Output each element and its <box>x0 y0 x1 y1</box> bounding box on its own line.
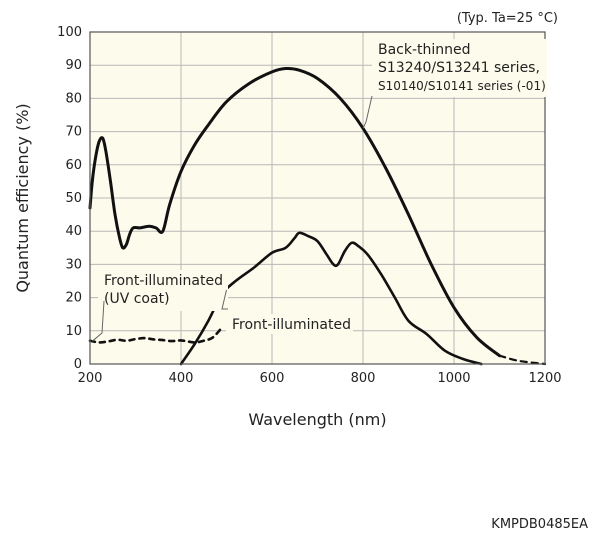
back-annotation-line: S13240/S13241 series, <box>378 60 540 76</box>
y-tick-label: 10 <box>65 324 82 339</box>
y-tick-label: 50 <box>65 191 82 206</box>
y-tick-label: 100 <box>57 25 82 40</box>
back-annotation-leader <box>362 95 373 129</box>
y-tick-label: 80 <box>65 91 82 106</box>
figure-code: KMPDB0485EA <box>491 517 588 532</box>
uv-annotation-line: (UV coat) <box>104 291 170 307</box>
back-curve-dashed <box>498 354 547 366</box>
front-annotation-line: Front-illuminated <box>232 317 351 333</box>
back-annotation-line: S10140/S10141 series (-01) <box>378 79 546 93</box>
y-tick-label: 20 <box>65 291 82 306</box>
plot-frame <box>89 31 546 365</box>
y-tick-label: 70 <box>65 125 82 140</box>
x-tick-label: 600 <box>260 371 285 386</box>
back-annotation-background <box>372 39 547 97</box>
y-tick-label: 0 <box>74 357 82 372</box>
x-tick-label: 1000 <box>437 371 470 386</box>
x-tick-label: 800 <box>351 371 376 386</box>
note-text: (Typ. Ta=25 °C) <box>457 11 558 26</box>
uv-curve-dashed <box>88 326 224 344</box>
uv-annotation-background <box>98 270 228 311</box>
x-axis-title: Wavelength (nm) <box>248 410 386 429</box>
uv-annotation-leader <box>91 300 105 342</box>
front-curve <box>179 231 483 366</box>
x-tick-label: 1200 <box>528 371 561 386</box>
y-axis-title: Quantum efficiency (%) <box>13 103 32 292</box>
uv-annotation-line: Front-illuminated <box>104 273 223 289</box>
x-tick-label: 400 <box>169 371 194 386</box>
y-tick-label: 60 <box>65 158 82 173</box>
front-annotation-leader <box>221 289 228 310</box>
tick-labels: 0 10 20 30 40 50 60 70 80 90 100 200 400 600 800 1000 12… <box>57 25 561 386</box>
back-curve <box>88 66 501 358</box>
y-tick-label: 90 <box>65 58 82 73</box>
front-annotation-background <box>226 314 353 334</box>
x-tick-label: 200 <box>78 371 103 386</box>
series-layer <box>88 66 547 366</box>
y-tick-label: 30 <box>65 257 82 272</box>
back-annotation-line: Back-thinned <box>378 42 471 58</box>
y-tick-label: 40 <box>65 224 82 239</box>
annotation-layer: Back-thinned S13240/S13241 series, S10140/… <box>91 39 547 342</box>
